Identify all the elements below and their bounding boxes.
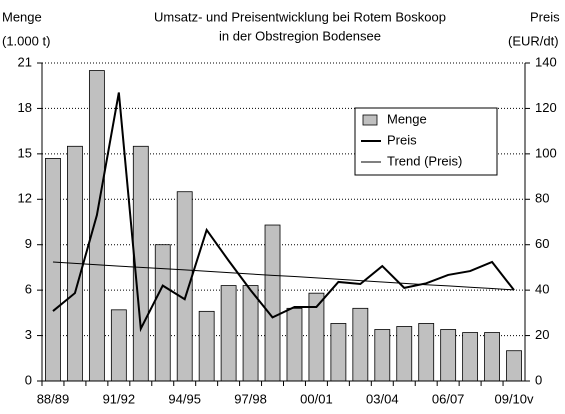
bar	[45, 157, 61, 382]
y-tick-label: 18	[18, 100, 32, 115]
bar	[242, 285, 259, 382]
y-tick-label: 12	[18, 191, 32, 206]
y2-axis-label: Preis	[530, 9, 560, 24]
x-tick-label: 91/92	[103, 391, 136, 406]
y2-tick-label: 40	[535, 282, 549, 297]
legend-label: Preis	[387, 132, 417, 147]
y-tick-label: 6	[25, 282, 32, 297]
legend-label: Trend (Preis)	[387, 153, 462, 168]
x-tick-label: 09/10v	[494, 391, 534, 406]
bar	[220, 285, 237, 382]
bar	[374, 329, 391, 382]
bar	[440, 329, 457, 382]
line	[52, 261, 515, 291]
y-axis-label: Menge	[2, 9, 42, 24]
x-tick-label: 06/07	[432, 391, 465, 406]
bar	[154, 244, 171, 382]
y-tick-label: 3	[25, 327, 32, 342]
x-tick-label: 03/04	[366, 391, 399, 406]
x-tick-label: 00/01	[300, 391, 333, 406]
legend-swatch	[362, 114, 378, 126]
y2-tick-label: 0	[535, 372, 542, 387]
line	[52, 92, 515, 333]
legend-label: Menge	[387, 111, 427, 126]
y2-tick-label: 60	[535, 236, 549, 251]
bar	[352, 307, 369, 382]
bar	[198, 310, 215, 382]
y-tick-label: 21	[18, 54, 32, 69]
bar	[330, 323, 347, 382]
bar	[176, 191, 193, 382]
bar	[462, 332, 479, 382]
y-tick-label: 9	[25, 236, 32, 251]
x-tick-label: 94/95	[168, 391, 201, 406]
bar	[484, 332, 500, 382]
y-tick-label: 15	[18, 145, 32, 160]
bar	[110, 309, 127, 382]
chart-title: in der Obstregion Bodensee	[219, 28, 381, 43]
bar	[286, 307, 303, 382]
y-tick-label: 0	[25, 372, 32, 387]
chart-title: Umsatz- und Preisentwicklung bei Rotem B…	[154, 9, 446, 24]
y2-tick-label: 80	[535, 191, 549, 206]
bar	[396, 326, 413, 382]
y2-tick-label: 140	[535, 54, 557, 69]
x-tick-label: 88/89	[37, 391, 70, 406]
x-tick-label: 97/98	[234, 391, 267, 406]
bar	[264, 224, 281, 382]
y2-tick-label: 20	[535, 327, 549, 342]
bar	[88, 70, 105, 382]
y2-tick-label: 100	[535, 145, 557, 160]
y2-tick-label: 120	[535, 100, 557, 115]
bar	[418, 323, 435, 382]
bar	[506, 350, 522, 382]
y-axis-label: (1.000 t)	[2, 33, 50, 48]
y2-axis-label: (EUR/dt)	[508, 33, 559, 48]
